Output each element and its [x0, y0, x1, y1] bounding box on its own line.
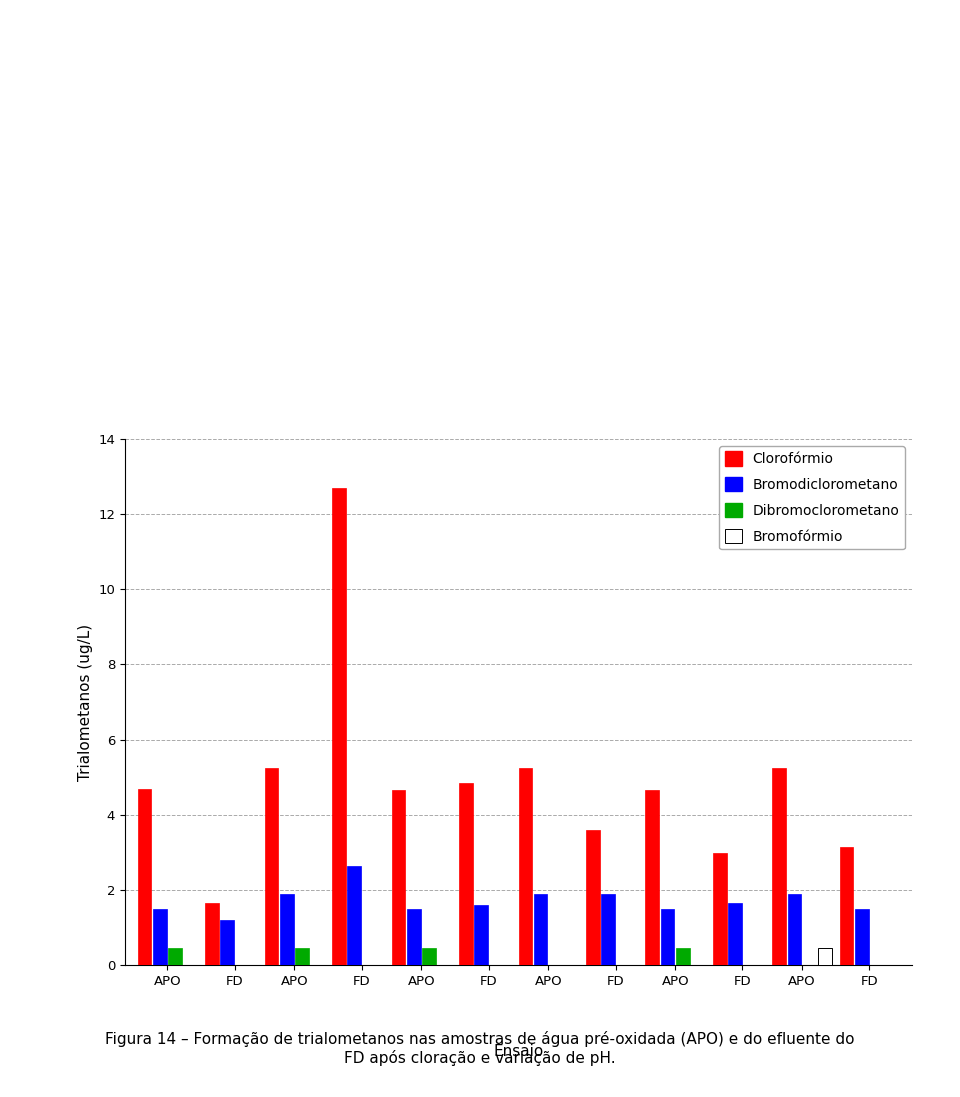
Bar: [220, 920, 234, 965]
Bar: [137, 789, 152, 965]
Bar: [295, 949, 309, 965]
Bar: [422, 949, 436, 965]
Bar: [407, 909, 420, 965]
Bar: [660, 909, 675, 965]
Legend: Clorofórmio, Bromodiclorometano, Dibromoclorometano, Bromofórmio: Clorofórmio, Bromodiclorometano, Dibromo…: [719, 445, 905, 550]
Text: Figura 14 – Formação de trialometanos nas amostras de água pré-oxidada (APO) e d: Figura 14 – Formação de trialometanos na…: [106, 1031, 854, 1066]
Bar: [773, 768, 786, 965]
Bar: [474, 905, 488, 965]
Bar: [459, 783, 472, 965]
Bar: [855, 909, 869, 965]
Bar: [392, 791, 405, 965]
Bar: [348, 866, 361, 965]
Bar: [586, 830, 600, 965]
Bar: [645, 791, 660, 965]
Bar: [818, 949, 832, 965]
Bar: [153, 909, 167, 965]
Bar: [518, 768, 532, 965]
Bar: [712, 852, 727, 965]
Bar: [279, 894, 294, 965]
X-axis label: Ensaio: Ensaio: [493, 1043, 543, 1059]
Bar: [601, 894, 614, 965]
Bar: [788, 894, 802, 965]
Bar: [332, 488, 346, 965]
Bar: [676, 949, 689, 965]
Bar: [534, 894, 547, 965]
Bar: [840, 847, 853, 965]
Bar: [204, 903, 219, 965]
Bar: [265, 768, 278, 965]
Bar: [168, 949, 181, 965]
Bar: [728, 903, 742, 965]
Y-axis label: Trialometanos (ug/L): Trialometanos (ug/L): [78, 623, 92, 781]
